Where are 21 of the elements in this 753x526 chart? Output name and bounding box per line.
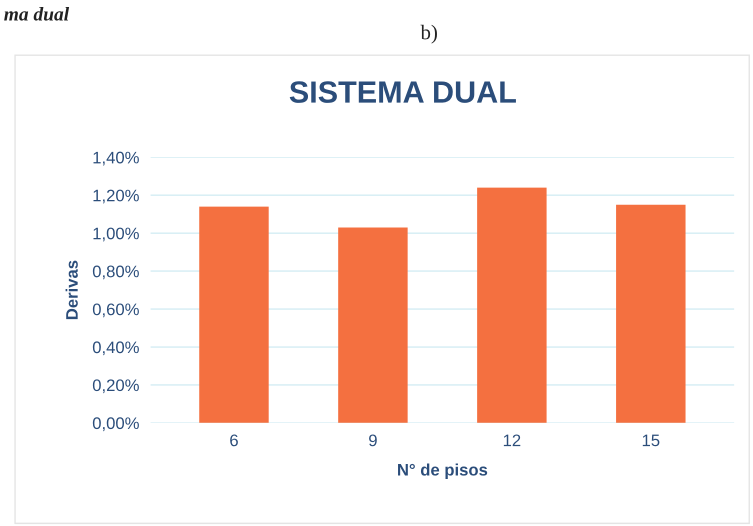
bar — [616, 204, 686, 423]
y-tick-label: 1,00% — [94, 228, 139, 242]
chart-title: SISTEMA DUAL — [290, 81, 516, 103]
x-tick-label: 6 — [230, 434, 238, 446]
y-tick-label: 1,40% — [94, 152, 139, 166]
x-axis-title: N° de pisos — [398, 463, 488, 479]
x-tick-label: 9 — [369, 434, 377, 446]
bar — [199, 206, 269, 423]
y-tick-label: 0,00% — [92, 417, 139, 432]
y-tick-label: 1,20% — [94, 190, 139, 204]
y-axis-title: Derivas — [66, 260, 78, 320]
y-tick-label: 0,40% — [92, 341, 139, 356]
bar — [338, 227, 408, 423]
text: b) — [420, 24, 437, 44]
bar — [477, 188, 547, 423]
y-tick-label: 0,20% — [92, 379, 139, 394]
text: ma dual — [4, 6, 70, 21]
x-tick-label: 12 — [504, 434, 520, 446]
x-tick-label: 15 — [642, 434, 660, 446]
y-tick-label: 0,60% — [92, 303, 139, 318]
y-tick-label: 0,80% — [92, 266, 139, 280]
